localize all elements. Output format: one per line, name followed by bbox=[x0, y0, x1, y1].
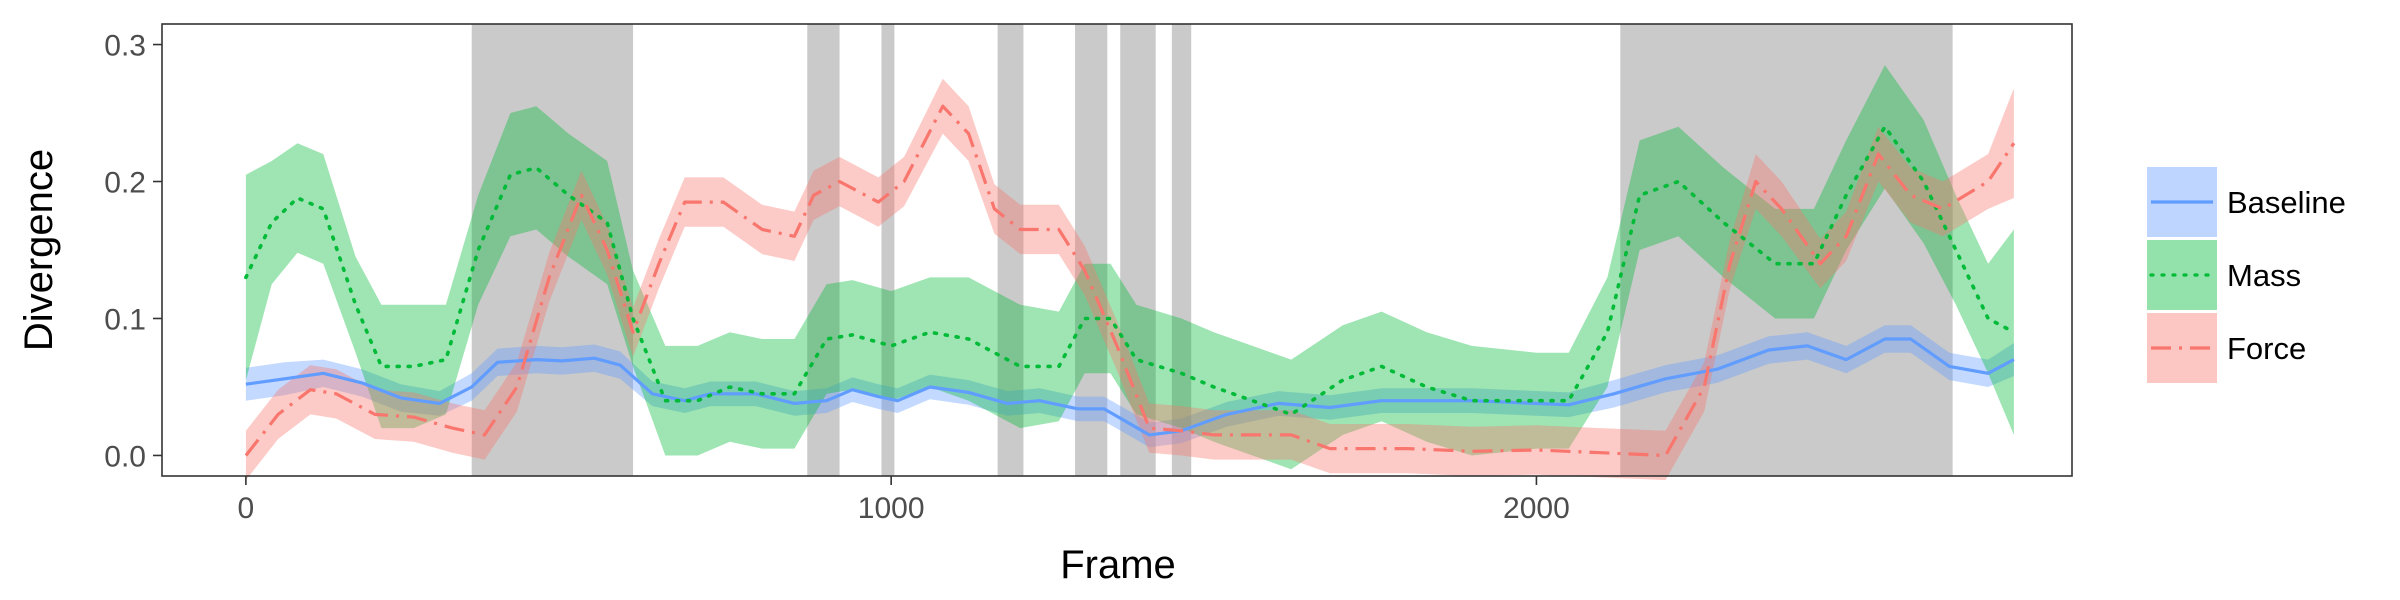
y-axis-ticks: 0.0 0.1 0.2 0.3 bbox=[104, 30, 162, 473]
line-force bbox=[244, 104, 2016, 458]
y-axis-title: Divergence bbox=[17, 149, 61, 351]
plot-panel-border bbox=[161, 23, 2073, 477]
legend-label: Baseline bbox=[2227, 185, 2346, 220]
x-tick-label: 2000 bbox=[1503, 492, 1570, 525]
line-mass bbox=[244, 124, 2016, 417]
x-tick-label: 1000 bbox=[858, 492, 925, 525]
shaded-region bbox=[1120, 24, 1156, 476]
shaded-region bbox=[1620, 24, 1953, 476]
legend-label: Mass bbox=[2227, 258, 2301, 293]
legend-label: Force bbox=[2227, 331, 2306, 366]
y-tick-label: 0.0 bbox=[104, 440, 146, 473]
shaded-region bbox=[1075, 24, 1108, 476]
band-force bbox=[245, 78, 2014, 481]
shaded-region bbox=[1171, 24, 1192, 476]
y-tick-label: 0.1 bbox=[104, 303, 146, 336]
x-axis-ticks: 0 1000 2000 bbox=[238, 476, 1570, 525]
line-baseline bbox=[245, 337, 2015, 437]
legend-key-mass: Mass bbox=[2147, 240, 2301, 310]
legend-key-force: Force bbox=[2147, 313, 2306, 383]
x-tick-label: 0 bbox=[238, 492, 255, 525]
series-lines bbox=[244, 104, 2016, 458]
legend: Baseline Mass Force bbox=[2147, 167, 2346, 383]
legend-key-baseline: Baseline bbox=[2147, 167, 2346, 237]
shaded-region bbox=[881, 24, 895, 476]
y-tick-label: 0.2 bbox=[104, 167, 146, 200]
x-axis-title: Frame bbox=[1060, 543, 1176, 587]
y-tick-label: 0.3 bbox=[104, 30, 146, 63]
band-mass bbox=[245, 65, 2014, 470]
